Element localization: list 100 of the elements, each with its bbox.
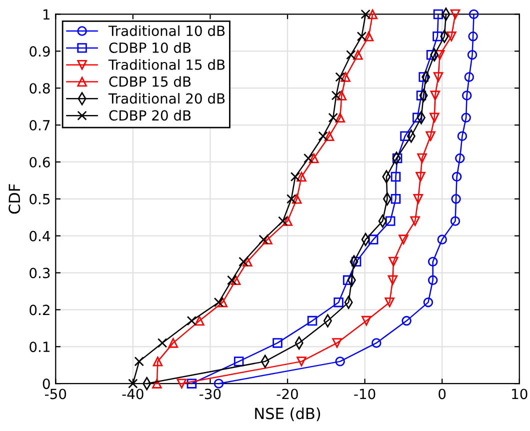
point <box>328 112 338 123</box>
point <box>455 153 465 164</box>
point <box>430 90 440 100</box>
point <box>385 216 396 226</box>
x-tick-label: -40 <box>122 388 144 400</box>
point <box>186 316 197 326</box>
legend-label: Traditional 15 dB <box>108 59 225 70</box>
x-tick-label: 0 <box>438 388 446 400</box>
point <box>238 256 248 267</box>
y-tick-label: 0.2 <box>30 304 50 316</box>
point <box>384 297 394 308</box>
point <box>362 316 372 326</box>
point <box>418 72 428 82</box>
point <box>450 216 460 226</box>
point <box>214 297 224 308</box>
legend-label: Traditional 20 dB <box>108 92 225 104</box>
point <box>390 194 401 204</box>
point <box>468 32 478 42</box>
point <box>410 216 420 226</box>
y-tick-label: 0.8 <box>30 83 50 94</box>
point <box>176 378 186 388</box>
legend-label: Traditional 10 dB <box>108 25 225 36</box>
point <box>416 172 426 182</box>
point <box>331 90 342 100</box>
point <box>152 378 162 388</box>
y-tick-label: 0.5 <box>30 194 50 204</box>
point <box>128 378 138 388</box>
point <box>390 172 401 182</box>
point <box>346 50 356 60</box>
point <box>307 316 318 326</box>
point <box>402 316 412 326</box>
legend-label: CDBP 15 dB <box>109 76 191 87</box>
y-axis-title: CDF <box>8 184 20 214</box>
x-tick-label: -10 <box>354 388 376 400</box>
point <box>258 234 268 244</box>
point <box>398 234 408 244</box>
point <box>388 256 398 267</box>
point <box>242 256 252 267</box>
point <box>282 216 292 226</box>
point <box>227 275 237 286</box>
point <box>324 131 334 141</box>
point <box>335 72 345 82</box>
point <box>234 356 244 366</box>
point <box>152 356 163 366</box>
point <box>340 72 350 82</box>
point <box>272 338 282 348</box>
point <box>417 153 427 164</box>
point <box>426 50 436 60</box>
y-tick-label: 0.7 <box>30 120 50 131</box>
point <box>368 9 378 20</box>
x-tick-label: -50 <box>44 388 66 400</box>
point <box>428 275 438 286</box>
point <box>437 234 447 244</box>
y-tick-label: 0.4 <box>30 230 50 242</box>
point <box>335 356 345 366</box>
point <box>433 72 444 82</box>
point <box>364 32 374 42</box>
y-tick-label: 1 <box>43 9 50 20</box>
point <box>416 90 426 100</box>
point <box>461 112 471 123</box>
point <box>430 112 440 123</box>
point <box>468 9 479 20</box>
x-axis-title: NSE (dB) <box>255 407 320 422</box>
point <box>400 131 410 141</box>
point <box>451 194 461 204</box>
point <box>450 9 460 20</box>
point <box>426 131 436 141</box>
point <box>457 131 468 141</box>
point <box>278 216 288 226</box>
point <box>286 194 296 204</box>
point <box>262 234 272 244</box>
point <box>304 153 314 164</box>
point <box>353 50 363 60</box>
x-tick-label: -30 <box>200 388 221 400</box>
point <box>292 194 302 204</box>
point <box>296 356 306 366</box>
point <box>218 297 228 308</box>
point <box>360 9 370 20</box>
point <box>423 297 434 308</box>
point <box>351 256 362 267</box>
point <box>433 9 444 20</box>
point <box>308 153 319 164</box>
point <box>413 194 424 204</box>
legend-label: CDBP 20 dB <box>109 110 191 121</box>
point <box>464 72 474 82</box>
point <box>452 172 462 182</box>
point <box>462 90 472 100</box>
y-tick-label: 0.1 <box>30 342 50 352</box>
point <box>434 50 445 60</box>
point <box>356 32 367 42</box>
point <box>388 275 398 286</box>
point <box>432 32 442 42</box>
point <box>332 338 342 348</box>
point <box>168 338 178 348</box>
y-tick-label: 0.3 <box>30 268 50 278</box>
point <box>428 256 438 267</box>
point <box>368 234 378 244</box>
point <box>290 172 300 182</box>
x-tick-label: 10 <box>512 388 528 400</box>
point <box>334 297 344 308</box>
